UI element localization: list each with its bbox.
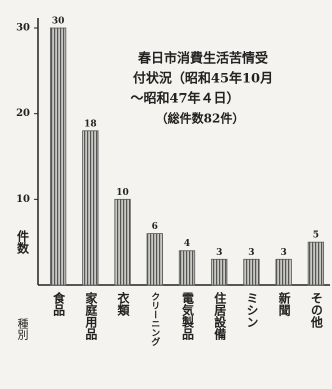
x-axis-label: 種別 <box>16 317 29 341</box>
x-tick-label: 衣類 <box>116 291 130 317</box>
y-tick-label: 30 <box>16 23 30 34</box>
x-tick-label: クリーニング <box>149 292 160 347</box>
title-line: （総件数82件） <box>156 111 245 126</box>
title-line: 〜昭和47年４日） <box>130 91 239 107</box>
value-label: 3 <box>216 248 222 258</box>
bar <box>49 27 67 286</box>
x-tick-label: 家庭用品 <box>84 291 98 341</box>
bar <box>243 258 260 286</box>
title-line: 春日市消費生活苦情受 <box>137 51 268 67</box>
value-label: 5 <box>313 231 319 241</box>
bar <box>178 250 196 286</box>
x-tick-label: ミシン <box>245 292 259 328</box>
bar <box>114 198 131 286</box>
bar <box>307 241 325 286</box>
value-label: 3 <box>281 248 287 258</box>
bar <box>275 258 292 286</box>
y-tick-label: 10 <box>16 194 30 205</box>
x-tick-label: 食品 <box>52 291 66 317</box>
x-tick-label: 電気製品 <box>181 292 195 341</box>
value-label: 3 <box>248 248 254 258</box>
x-tick-label: その他 <box>309 292 323 329</box>
bar <box>82 130 99 286</box>
x-tick-label: 新聞 <box>277 291 291 317</box>
title-line: 付状況（昭和45年10月 <box>133 71 273 87</box>
y-axis-label: 件数 <box>16 229 30 255</box>
bar <box>146 233 163 286</box>
x-tick-label: 住居設備 <box>213 291 227 341</box>
value-label: 30 <box>52 17 65 27</box>
value-label: 6 <box>152 222 158 232</box>
value-label: 10 <box>116 188 129 198</box>
value-label: 18 <box>84 119 97 129</box>
bar <box>211 258 228 286</box>
y-tick-label: 20 <box>16 108 30 119</box>
value-label: 4 <box>184 239 190 249</box>
